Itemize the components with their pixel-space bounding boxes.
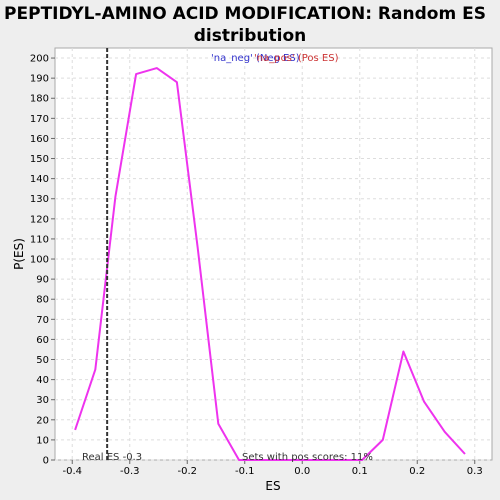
- y-tick-label: 170: [30, 114, 49, 125]
- x-tick-label: 0.0: [294, 466, 310, 477]
- chart-title-line1: PEPTIDYL-AMINO ACID MODIFICATION: Random…: [4, 4, 486, 24]
- x-tick-label: 0.2: [409, 466, 425, 477]
- y-tick-label: 120: [30, 214, 49, 225]
- y-tick-label: 190: [30, 74, 49, 85]
- y-tick-label: 200: [30, 54, 49, 65]
- y-tick-label: 20: [36, 415, 49, 426]
- y-tick-label: 60: [36, 335, 49, 346]
- y-tick-label: 150: [30, 154, 49, 165]
- x-tick-label: -0.2: [177, 466, 197, 477]
- x-axis-label: ES: [265, 479, 280, 493]
- y-tick-label: 80: [36, 295, 49, 306]
- legend-entry-pos: 'na_pos' (Pos ES): [254, 53, 339, 64]
- chart-title-line2: distribution: [194, 26, 306, 46]
- y-tick-label: 30: [36, 395, 49, 406]
- y-tick-label: 90: [36, 275, 49, 286]
- x-tick-label: -0.1: [235, 466, 255, 477]
- x-tick-label: 0.3: [467, 466, 483, 477]
- y-tick-label: 0: [43, 456, 49, 467]
- y-tick-label: 100: [30, 255, 49, 266]
- y-tick-label: 110: [30, 234, 49, 245]
- y-tick-label: 160: [30, 134, 49, 145]
- y-tick-label: 140: [30, 174, 49, 185]
- real-es-label: Real ES -0.3: [82, 452, 142, 463]
- x-tick-label: 0.1: [352, 466, 368, 477]
- y-tick-label: 40: [36, 375, 49, 386]
- plot-area: [55, 48, 492, 460]
- y-tick-label: 180: [30, 94, 49, 105]
- y-tick-label: 130: [30, 194, 49, 205]
- y-axis-label: P(ES): [12, 238, 26, 270]
- y-axis: 0 10 20 30 40 50 60 70 80 90 100 110 120 130 140 150 160…: [30, 54, 55, 467]
- x-tick-label: -0.4: [62, 466, 82, 477]
- y-tick-label: 10: [36, 435, 49, 446]
- pos-scores-label: Sets with pos scores: 11%: [242, 452, 373, 463]
- y-tick-label: 50: [36, 355, 49, 366]
- y-tick-label: 70: [36, 315, 49, 326]
- x-tick-label: -0.3: [120, 466, 140, 477]
